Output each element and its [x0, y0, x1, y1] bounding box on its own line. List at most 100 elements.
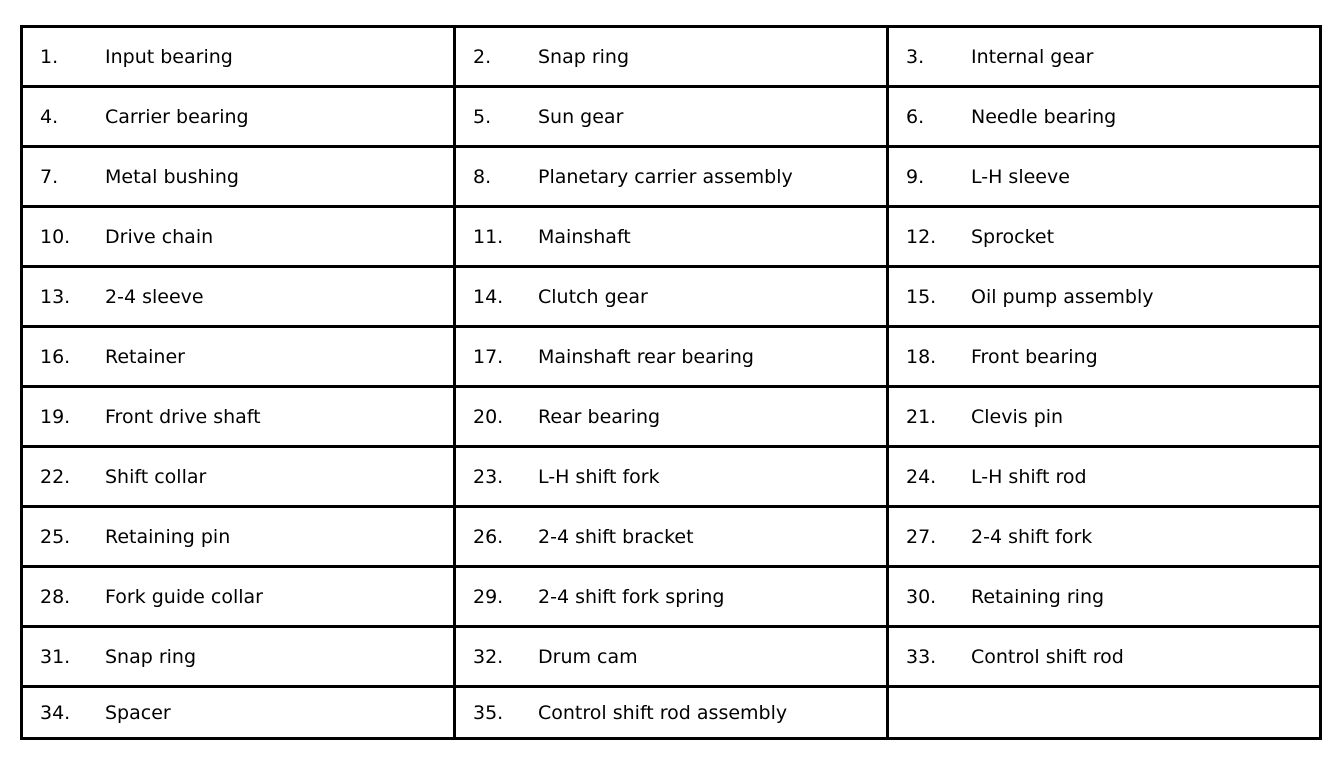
- part-label: L-H shift fork: [538, 465, 660, 488]
- part-number: 8.: [473, 165, 492, 188]
- part-number: 19.: [40, 405, 71, 428]
- part-label: Mainshaft: [538, 225, 631, 248]
- part-number: 18.: [906, 345, 937, 368]
- part-label: Sprocket: [971, 225, 1055, 248]
- part-label: Retainer: [105, 345, 185, 368]
- part-label: Input bearing: [105, 45, 233, 68]
- part-number: 9.: [906, 165, 925, 188]
- part-label: 2-4 shift fork spring: [538, 585, 725, 608]
- part-number: 23.: [473, 465, 504, 488]
- part-number: 30.: [906, 585, 937, 608]
- part-number: 10.: [40, 225, 71, 248]
- part-number: 12.: [906, 225, 937, 248]
- table-cell: 14. Clutch gear: [456, 268, 886, 325]
- table-cell: 19. Front drive shaft: [23, 388, 453, 445]
- part-label: Carrier bearing: [105, 105, 249, 128]
- part-number: 28.: [40, 585, 71, 608]
- table-cell: 13. 2-4 sleeve: [23, 268, 453, 325]
- part-label: Needle bearing: [971, 105, 1117, 128]
- part-label: L-H sleeve: [971, 165, 1070, 188]
- part-label: Planetary carrier assembly: [538, 165, 793, 188]
- table-cell: 28. Fork guide collar: [23, 568, 453, 625]
- table-cell: 16. Retainer: [23, 328, 453, 385]
- table-cell: 25. Retaining pin: [23, 508, 453, 565]
- part-number: 3.: [906, 45, 925, 68]
- table-cell: 10. Drive chain: [23, 208, 453, 265]
- part-number: 1.: [40, 45, 59, 68]
- part-label: Rear bearing: [538, 405, 661, 428]
- part-number: 29.: [473, 585, 504, 608]
- part-number: 11.: [473, 225, 504, 248]
- table-cell: 32. Drum cam: [456, 628, 886, 685]
- table-cell: 6. Needle bearing: [889, 88, 1319, 145]
- part-label: Retaining pin: [105, 525, 231, 548]
- part-number: 5.: [473, 105, 492, 128]
- part-number: 24.: [906, 465, 937, 488]
- part-label: Drive chain: [105, 225, 214, 248]
- part-label: Retaining ring: [971, 585, 1105, 608]
- table-cell: 22. Shift collar: [23, 448, 453, 505]
- part-label: 2-4 shift fork: [971, 525, 1093, 548]
- table-cell: 15. Oil pump assembly: [889, 268, 1319, 325]
- table-cell: 33. Control shift rod: [889, 628, 1319, 685]
- table-cell: 34. Spacer: [23, 688, 453, 737]
- part-number: 13.: [40, 285, 71, 308]
- part-number: 21.: [906, 405, 937, 428]
- table-cell: 24. L-H shift rod: [889, 448, 1319, 505]
- table-cell: 27. 2-4 shift fork: [889, 508, 1319, 565]
- part-label: Sun gear: [538, 105, 624, 128]
- part-label: Metal bushing: [105, 165, 239, 188]
- table-cell: 2. Snap ring: [456, 28, 886, 85]
- part-number: 34.: [40, 701, 71, 724]
- part-number: 26.: [473, 525, 504, 548]
- empty-cell: [889, 688, 1319, 737]
- part-number: 7.: [40, 165, 59, 188]
- table-cell: 1. Input bearing: [23, 28, 453, 85]
- part-number: 2.: [473, 45, 492, 68]
- part-number: 4.: [40, 105, 59, 128]
- part-label: Fork guide collar: [105, 585, 263, 608]
- part-label: L-H shift rod: [971, 465, 1087, 488]
- part-number: 6.: [906, 105, 925, 128]
- part-number: 31.: [40, 645, 71, 668]
- part-label: Snap ring: [105, 645, 197, 668]
- part-number: 25.: [40, 525, 71, 548]
- part-label: Clutch gear: [538, 285, 648, 308]
- table-cell: 17. Mainshaft rear bearing: [456, 328, 886, 385]
- table-cell: 20. Rear bearing: [456, 388, 886, 445]
- table-cell: 18. Front bearing: [889, 328, 1319, 385]
- table-cell: 4. Carrier bearing: [23, 88, 453, 145]
- table-cell: 5. Sun gear: [456, 88, 886, 145]
- table-cell: 35. Control shift rod assembly: [456, 688, 886, 737]
- table-cell: 3. Internal gear: [889, 28, 1319, 85]
- table-cell: 11. Mainshaft: [456, 208, 886, 265]
- table-cell: 30. Retaining ring: [889, 568, 1319, 625]
- part-number: 20.: [473, 405, 504, 428]
- part-number: 32.: [473, 645, 504, 668]
- table-cell: 12. Sprocket: [889, 208, 1319, 265]
- part-number: 27.: [906, 525, 937, 548]
- table-cell: 31. Snap ring: [23, 628, 453, 685]
- table-cell: 23. L-H shift fork: [456, 448, 886, 505]
- part-label: Spacer: [105, 701, 171, 724]
- part-number: 14.: [473, 285, 504, 308]
- part-label: Front bearing: [971, 345, 1098, 368]
- table-cell: 9. L-H sleeve: [889, 148, 1319, 205]
- part-label: Mainshaft rear bearing: [538, 345, 754, 368]
- part-number: 15.: [906, 285, 937, 308]
- part-label: 2-4 sleeve: [105, 285, 204, 308]
- table-cell: 21. Clevis pin: [889, 388, 1319, 445]
- parts-table: 1. Input bearing 2. Snap ring 3. Internal gea…: [20, 25, 1322, 740]
- part-label: Internal gear: [971, 45, 1094, 68]
- part-number: 33.: [906, 645, 937, 668]
- part-label: Control shift rod assembly: [538, 701, 788, 724]
- part-label: Snap ring: [538, 45, 630, 68]
- part-number: 16.: [40, 345, 71, 368]
- part-number: 17.: [473, 345, 504, 368]
- part-label: Oil pump assembly: [971, 285, 1154, 308]
- table-cell: 8. Planetary carrier assembly: [456, 148, 886, 205]
- part-label: Clevis pin: [971, 405, 1064, 428]
- part-label: Shift collar: [105, 465, 207, 488]
- part-label: Drum cam: [538, 645, 638, 668]
- table-cell: 29. 2-4 shift fork spring: [456, 568, 886, 625]
